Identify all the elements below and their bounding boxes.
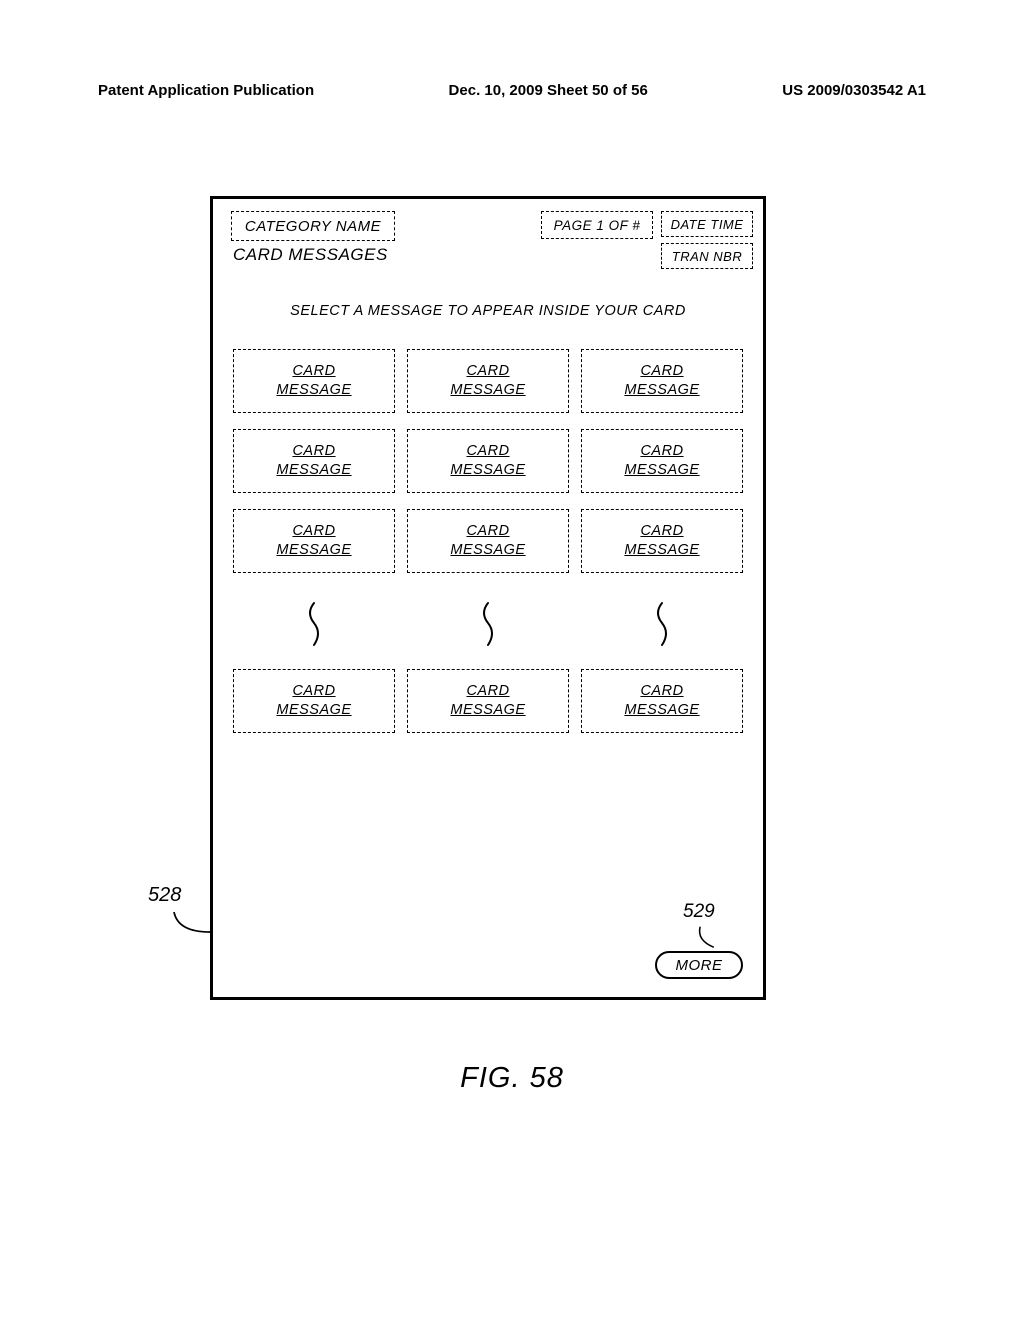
pub-right: US 2009/0303542 A1	[782, 82, 926, 99]
figure-ref-number: 528	[148, 884, 181, 907]
pub-center: Dec. 10, 2009 Sheet 50 of 56	[449, 82, 648, 99]
more-callout: 529 MORE	[655, 901, 745, 979]
card-top: CARD	[292, 522, 335, 541]
card-bottom: MESSAGE	[276, 461, 351, 480]
pub-left: Patent Application Publication	[98, 82, 314, 99]
grid-row: CARD MESSAGE CARD MESSAGE CARD MESSAGE	[227, 509, 749, 573]
card-top: CARD	[640, 682, 683, 701]
grid-row: CARD MESSAGE CARD MESSAGE CARD MESSAGE	[227, 669, 749, 733]
page-indicator-field: PAGE 1 OF #	[541, 211, 653, 239]
card-bottom: MESSAGE	[450, 461, 525, 480]
card-bottom: MESSAGE	[624, 541, 699, 560]
card-top: CARD	[466, 682, 509, 701]
grid-row: CARD MESSAGE CARD MESSAGE CARD MESSAGE	[227, 349, 749, 413]
card-bottom: MESSAGE	[276, 381, 351, 400]
category-name-field: CATEGORY NAME	[231, 211, 395, 241]
lead-line-icon	[172, 910, 212, 940]
panel-top-row: CATEGORY NAME CARD MESSAGES PAGE 1 OF # …	[227, 211, 749, 285]
card-top: CARD	[466, 362, 509, 381]
tran-nbr-field: TRAN NBR	[661, 243, 753, 269]
datetime-field: DATE TIME	[661, 211, 753, 237]
card-message-button[interactable]: CARD MESSAGE	[581, 509, 743, 573]
card-message-button[interactable]: CARD MESSAGE	[233, 349, 395, 413]
panel-subtitle: CARD MESSAGES	[233, 245, 388, 265]
continuation-icon	[407, 595, 569, 653]
grid-row: CARD MESSAGE CARD MESSAGE CARD MESSAGE	[227, 429, 749, 493]
card-message-button[interactable]: CARD MESSAGE	[233, 509, 395, 573]
lead-line-icon	[695, 925, 719, 949]
category-name-text: CATEGORY NAME	[245, 218, 381, 235]
card-message-button[interactable]: CARD MESSAGE	[407, 429, 569, 493]
card-top: CARD	[466, 522, 509, 541]
card-bottom: MESSAGE	[624, 381, 699, 400]
card-bottom: MESSAGE	[450, 701, 525, 720]
card-top: CARD	[292, 682, 335, 701]
datetime-text: DATE TIME	[671, 217, 744, 232]
card-top: CARD	[640, 522, 683, 541]
card-message-button[interactable]: CARD MESSAGE	[581, 349, 743, 413]
card-bottom: MESSAGE	[276, 541, 351, 560]
card-top: CARD	[640, 442, 683, 461]
card-message-button[interactable]: CARD MESSAGE	[407, 669, 569, 733]
card-top: CARD	[292, 442, 335, 461]
card-message-button[interactable]: CARD MESSAGE	[407, 509, 569, 573]
card-message-button[interactable]: CARD MESSAGE	[581, 429, 743, 493]
more-label: MORE	[676, 957, 723, 974]
card-bottom: MESSAGE	[450, 541, 525, 560]
card-bottom: MESSAGE	[276, 701, 351, 720]
more-ref-number: 529	[683, 901, 715, 923]
card-bottom: MESSAGE	[624, 461, 699, 480]
card-top: CARD	[640, 362, 683, 381]
instruction-text: SELECT A MESSAGE TO APPEAR INSIDE YOUR C…	[227, 303, 749, 319]
continuation-icon	[581, 595, 743, 653]
card-top: CARD	[466, 442, 509, 461]
card-message-button[interactable]: CARD MESSAGE	[581, 669, 743, 733]
message-grid: CARD MESSAGE CARD MESSAGE CARD MESSAGE C…	[227, 349, 749, 733]
page-header: Patent Application Publication Dec. 10, …	[0, 82, 1024, 99]
card-bottom: MESSAGE	[624, 701, 699, 720]
continuation-icon	[233, 595, 395, 653]
ui-panel: CATEGORY NAME CARD MESSAGES PAGE 1 OF # …	[210, 196, 766, 1000]
continuation-row	[227, 595, 749, 653]
more-button[interactable]: MORE	[655, 951, 743, 979]
page-indicator-text: PAGE 1 OF #	[554, 218, 641, 233]
tran-nbr-text: TRAN NBR	[672, 249, 742, 264]
figure-caption: FIG. 58	[0, 1062, 1024, 1095]
card-message-button[interactable]: CARD MESSAGE	[233, 429, 395, 493]
card-bottom: MESSAGE	[450, 381, 525, 400]
card-message-button[interactable]: CARD MESSAGE	[233, 669, 395, 733]
card-top: CARD	[292, 362, 335, 381]
card-message-button[interactable]: CARD MESSAGE	[407, 349, 569, 413]
